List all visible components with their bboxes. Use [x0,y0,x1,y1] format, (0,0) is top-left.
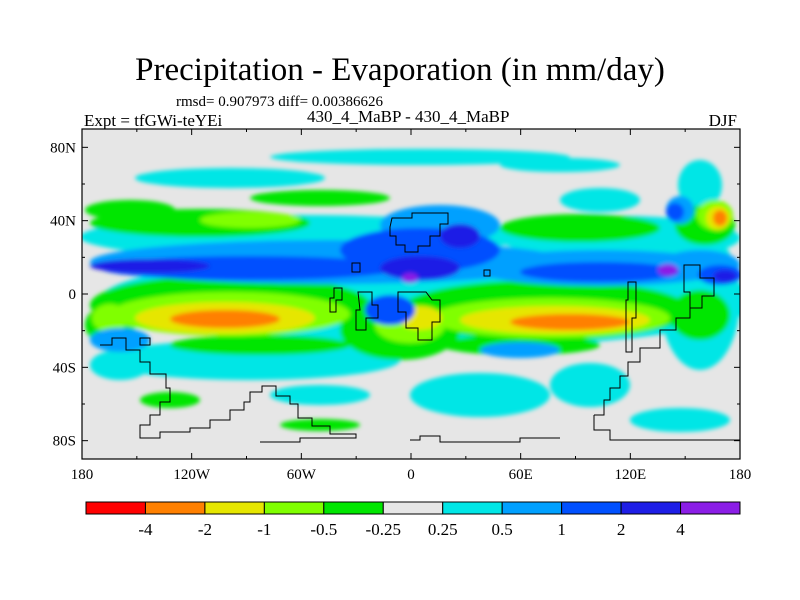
x-tick-label: 60W [287,467,317,483]
colorbar-label: -4 [138,520,153,539]
x-axis: 180 120W 60W 0 60E 120E 180 [71,129,752,483]
colorbar-swatch [382,501,444,515]
colorbar: -4 -2 -1 -0.5 -0.25 0.25 0.5 1 2 4 [85,501,741,539]
colorbar-swatch [680,501,741,515]
colorbar-swatch [442,501,503,515]
colorbar-label: -2 [198,520,212,539]
colorbar-label: 1 [557,520,566,539]
precip-contours [82,149,740,432]
colorbar-swatch [561,501,622,515]
y-tick-label: 40S [53,360,76,376]
contour-band-darkblue [90,224,737,282]
colorbar-swatch [144,501,206,515]
center-string: 430_4_MaBP - 430_4_MaBP [307,107,510,126]
contour-band-purple [402,264,678,283]
colorbar-swatch [263,501,325,515]
season-string: DJF [708,111,737,130]
y-tick-label: 0 [69,287,77,303]
colorbar-swatch [323,501,384,515]
colorbar-label: 2 [617,520,626,539]
colorbar-swatch [204,501,265,515]
colorbar-label: 0.25 [428,520,458,539]
colorbar-label: -0.25 [366,520,401,539]
experiment-string: Expt = tfGWi-teYEi [84,111,223,130]
stats-string: rmsd= 0.907973 diff= 0.00386626 [176,94,384,110]
contour-band-orange [170,210,727,330]
x-tick-label: 120E [614,467,646,483]
coastlines [100,212,740,443]
x-tick-label: 180 [71,467,94,483]
y-tick-label: 80S [53,434,76,450]
x-tick-label: 180 [729,467,752,483]
colorbar-label: -0.5 [310,520,337,539]
y-tick-label: 80N [50,140,76,156]
y-tick-label: 40N [50,214,76,230]
x-tick-label: 120W [173,467,211,483]
map-plot-area [82,129,740,459]
x-tick-label: 0 [407,467,415,483]
colorbar-swatch [620,501,682,515]
colorbar-label: 4 [676,520,685,539]
x-tick-label: 60E [509,467,533,483]
colorbar-label: -1 [257,520,271,539]
colorbar-swatch [85,501,146,515]
colorbar-label: 0.5 [492,520,513,539]
colorbar-swatch [501,501,563,515]
y-axis: 80N 40N 0 40S 80S [50,140,740,450]
map-title: Precipitation - Evaporation (in mm/day) [135,52,665,88]
